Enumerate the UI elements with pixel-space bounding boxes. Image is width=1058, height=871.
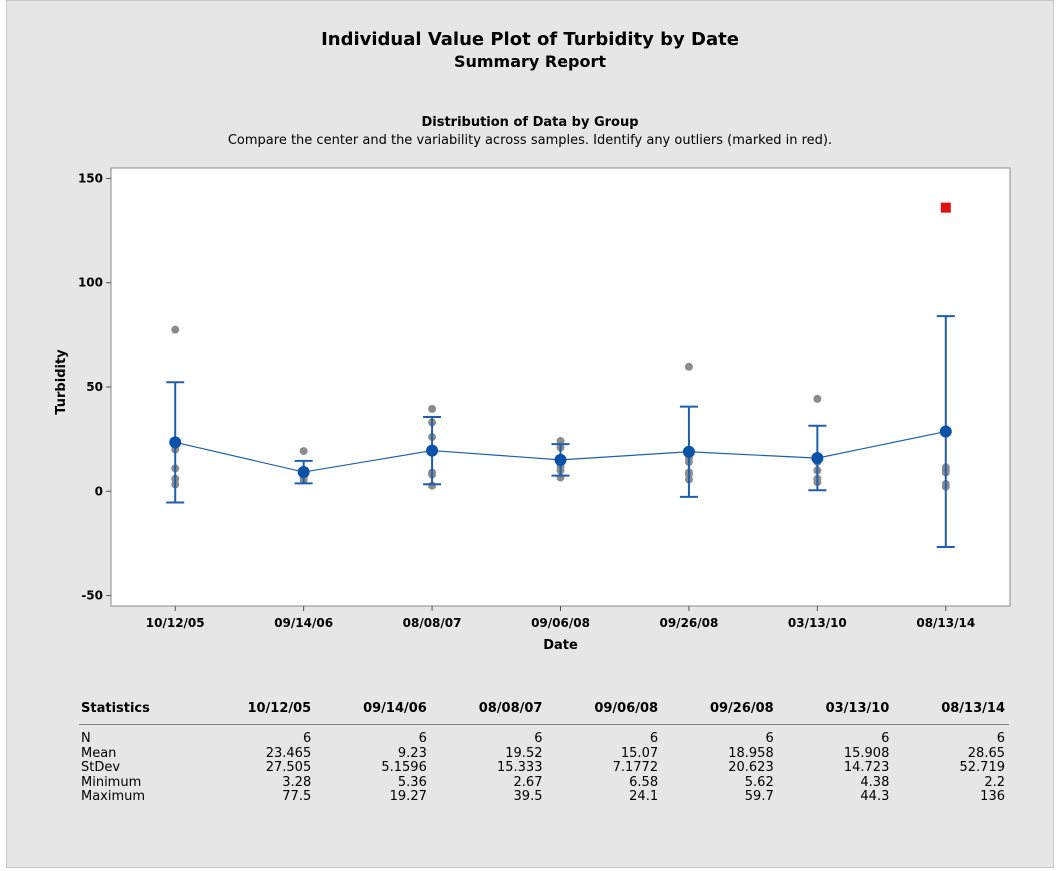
mean-marker [682, 445, 695, 458]
statistics-cell: 15.908 [843, 745, 890, 761]
statistics-column-header: 03/13/10 [777, 696, 894, 725]
statistics-row-minimum: Minimum 3.28 5.36 2.67 6.58 5.62 4.38 2.… [79, 774, 1009, 791]
x-tick-label: 08/13/14 [916, 616, 975, 630]
statistics-column-header: 08/08/07 [430, 696, 547, 725]
statistics-cell: 6 [534, 731, 543, 746]
statistics-row-label: N [81, 731, 91, 746]
statistics-column-header: 08/13/14 [893, 696, 1009, 725]
statistics-cell: 59.7 [744, 789, 774, 804]
statistics-cell: 24.1 [629, 789, 659, 804]
y-tick-label: 150 [78, 171, 103, 185]
x-axis-label: Date [543, 638, 578, 653]
statistics-column-header: 10/12/05 [199, 696, 316, 725]
data-point [813, 394, 822, 403]
statistics-row-stdev: StDev 27.505 5.1596 15.333 7.1772 20.623… [79, 760, 1009, 776]
statistics-cell: 15.333 [496, 760, 543, 775]
statistics-row-maximum: Maximum 77.5 19.27 39.5 24.1 59.7 44.3 1… [79, 789, 1009, 805]
mean-marker [169, 436, 182, 449]
statistics-cell: 6 [765, 731, 774, 746]
mean-marker [811, 452, 824, 465]
statistics-column-header: 09/26/08 [662, 696, 778, 725]
data-point [428, 404, 437, 413]
statistics-row-label: Mean [81, 745, 117, 761]
individual-value-plot: -50 0 50 100 150 10/12/05 09/14/06 08/08/07 09/0… [54, 167, 1011, 653]
statistics-cell: 52.719 [959, 760, 1006, 775]
plot-area [110, 167, 1011, 607]
statistics-cell: 23.465 [265, 745, 312, 761]
statistics-row-label: StDev [81, 760, 121, 775]
statistics-cell: 6 [649, 731, 659, 746]
statistics-cell: 2.2 [984, 774, 1005, 790]
statistics-cell: 39.5 [513, 789, 543, 804]
statistics-cell: 15.07 [620, 745, 659, 761]
statistics-cell: 6 [996, 731, 1005, 746]
y-tick-label: 0 [95, 484, 103, 498]
statistics-cell: 2.67 [513, 774, 543, 790]
mean-marker [554, 453, 567, 466]
statistics-table: Statistics 10/12/05 09/14/06 08/08/07 09… [79, 696, 1009, 805]
statistics-cell: 4.38 [860, 774, 890, 790]
statistics-header-row: Statistics 10/12/05 09/14/06 08/08/07 09… [79, 696, 1009, 725]
y-tick-label: 50 [86, 380, 103, 394]
x-tick-label: 03/13/10 [788, 616, 847, 630]
x-tick-label: 09/06/08 [531, 616, 590, 630]
summary-report: Individual Value Plot of Turbidity by Da… [6, 0, 1054, 868]
x-tick-label: 10/12/05 [146, 616, 205, 630]
data-point [299, 447, 308, 456]
statistics-cell: 7.1772 [612, 760, 659, 775]
mean-marker [297, 466, 310, 479]
statistics-row-n: N 6 6 6 6 6 6 6 [79, 725, 1009, 747]
statistics-row-mean: Mean 23.465 9.23 19.52 15.07 18.958 15.9… [79, 745, 1009, 762]
statistics-cell: 28.65 [967, 745, 1005, 761]
statistics-cell: 19.52 [505, 745, 543, 761]
mean-marker [939, 425, 952, 438]
statistics-cell: 5.1596 [381, 760, 427, 775]
data-point [684, 362, 693, 371]
statistics-row-label: Minimum [81, 774, 142, 790]
report-subtitle: Summary Report [453, 52, 607, 71]
y-tick-label: -50 [81, 589, 103, 603]
section-subtitle: Compare the center and the variability a… [227, 133, 833, 148]
statistics-cell: 77.5 [282, 789, 312, 804]
statistics-column-header: 09/06/08 [546, 696, 663, 725]
statistics-cell: 6.58 [629, 774, 659, 790]
data-point [556, 437, 565, 446]
statistics-cell: 3.28 [282, 774, 312, 790]
y-axis-label: Turbidity [54, 349, 69, 415]
y-tick-label: 100 [78, 276, 103, 290]
statistics-column-header: 09/14/06 [315, 696, 431, 725]
section-title: Distribution of Data by Group [421, 115, 639, 130]
statistics-cell: 44.3 [860, 789, 890, 804]
report-title: Individual Value Plot of Turbidity by Da… [321, 29, 739, 50]
statistics-cell: 20.623 [728, 760, 774, 775]
statistics-cell: 18.958 [728, 745, 774, 761]
statistics-row-label: Maximum [81, 789, 146, 804]
statistics-cell: 6 [418, 731, 427, 746]
statistics-cell: 6 [302, 731, 312, 746]
statistics-cell: 6 [881, 731, 890, 746]
x-tick-label: 09/26/08 [659, 616, 718, 630]
statistics-cell: 5.62 [744, 774, 774, 790]
statistics-cell: 9.23 [397, 745, 427, 761]
data-point [171, 325, 180, 334]
statistics-header-label: Statistics [79, 696, 200, 725]
x-tick-label: 08/08/07 [403, 616, 462, 630]
mean-marker [426, 444, 439, 457]
statistics-cell: 27.505 [265, 760, 312, 775]
statistics-cell: 136 [980, 789, 1005, 804]
statistics-cell: 5.36 [397, 774, 427, 790]
statistics-cell: 19.27 [389, 789, 427, 804]
statistics-cell: 14.723 [843, 760, 890, 775]
x-tick-label: 09/14/06 [274, 616, 333, 630]
outlier-point [940, 202, 951, 213]
